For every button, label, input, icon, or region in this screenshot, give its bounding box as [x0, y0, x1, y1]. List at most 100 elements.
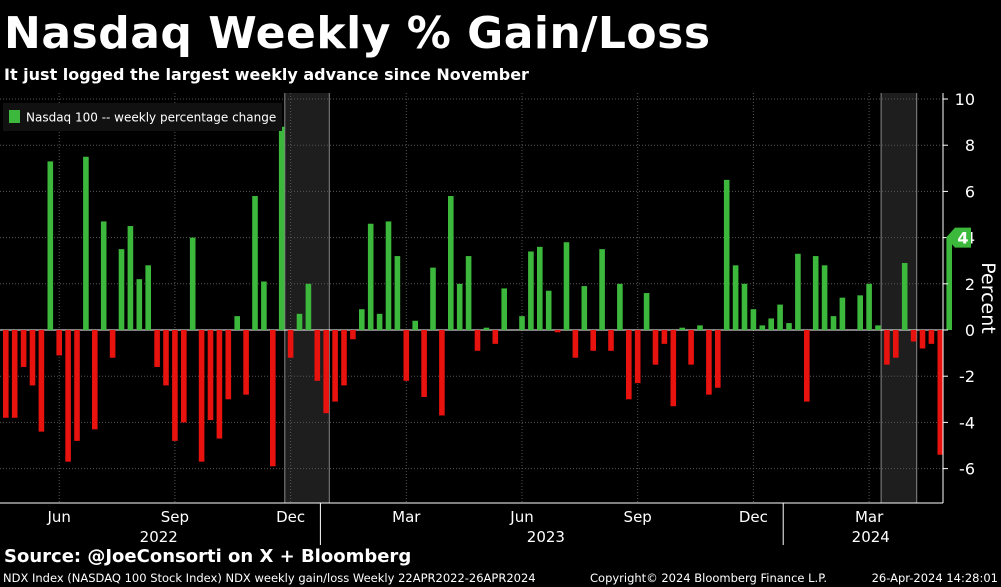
bar	[47, 161, 54, 330]
shaded-range	[881, 93, 917, 503]
bar	[492, 330, 499, 344]
bar	[198, 330, 205, 462]
bar	[83, 156, 89, 330]
bar	[901, 263, 908, 330]
bar	[261, 281, 267, 330]
bar	[599, 249, 605, 330]
y-axis: -6-4-202468104	[942, 90, 975, 503]
bar	[456, 283, 463, 330]
y-tick-label: 6	[965, 182, 975, 201]
bar	[750, 309, 757, 330]
bar	[501, 288, 507, 330]
bar	[154, 330, 160, 367]
bar	[163, 330, 169, 386]
page-subtitle: It just logged the largest weekly advanc…	[4, 65, 529, 84]
bar	[100, 221, 107, 330]
bar	[768, 318, 774, 330]
bar	[296, 313, 303, 330]
x-tick-label: Sep	[161, 508, 189, 526]
footer-copyright: Copyright© 2024 Bloomberg Finance L.P.	[590, 571, 827, 585]
bar	[270, 330, 276, 467]
bar	[234, 316, 240, 330]
bar	[3, 330, 9, 418]
bar	[688, 330, 694, 365]
y-tick-label: 8	[965, 136, 975, 155]
footer-timestamp: 26-Apr-2024 14:28:01	[871, 571, 998, 585]
bar	[252, 196, 258, 330]
weekly-change-chart: -6-4-202468104 JunSepDecMarJunSepDecMar2…	[0, 90, 999, 545]
bar	[741, 283, 748, 330]
bar	[643, 293, 650, 330]
bar	[590, 330, 596, 351]
bar	[554, 330, 561, 333]
bar	[216, 330, 223, 439]
bar	[928, 330, 935, 344]
bar	[545, 290, 552, 330]
y-tick-label: -2	[959, 367, 975, 386]
footer-description: NDX Index (NASDAQ 100 Stock Index) NDX w…	[3, 571, 536, 585]
bar	[189, 237, 196, 330]
bar	[626, 330, 632, 400]
bar	[341, 330, 347, 386]
last-value-marker	[946, 227, 971, 248]
bar	[581, 286, 588, 330]
x-tick-label: Dec	[739, 508, 768, 526]
bar	[732, 265, 739, 330]
x-year-label: 2024	[852, 528, 890, 545]
x-tick-label: Jun	[509, 508, 533, 526]
bar	[759, 325, 766, 330]
bar	[394, 256, 401, 330]
bar	[866, 283, 872, 330]
bar	[127, 226, 134, 330]
bar	[350, 330, 356, 340]
legend-swatch	[9, 110, 20, 123]
bar	[385, 221, 392, 330]
bar	[528, 251, 534, 330]
bar	[661, 330, 668, 344]
x-tick-label: Jun	[46, 508, 70, 526]
bar	[118, 249, 125, 330]
bar	[697, 325, 703, 330]
bar	[287, 330, 294, 358]
bar	[430, 267, 436, 330]
bar	[804, 330, 810, 402]
x-year-label: 2022	[140, 528, 178, 545]
bar	[715, 330, 721, 388]
bar	[172, 330, 178, 441]
bar	[706, 330, 712, 395]
bar	[109, 330, 116, 358]
bar	[652, 330, 659, 365]
source-note: Source: @JoeConsorti on X + Bloomberg	[4, 546, 412, 567]
bar	[483, 327, 490, 330]
bar	[359, 309, 365, 330]
bar	[563, 242, 570, 330]
bar	[278, 126, 285, 330]
y-tick-label: -4	[959, 413, 975, 432]
bar	[777, 304, 783, 330]
bar	[323, 330, 329, 414]
bar	[181, 330, 187, 423]
bar	[634, 330, 641, 384]
bar	[92, 330, 98, 430]
bar	[919, 330, 926, 349]
bar	[448, 196, 454, 330]
bar	[11, 330, 18, 418]
bar	[670, 330, 677, 407]
bar	[679, 327, 685, 330]
y-axis-title: Percent	[977, 262, 999, 334]
bar	[937, 330, 944, 455]
bar	[136, 279, 143, 330]
bar	[20, 330, 27, 367]
y-tick-label: 2	[965, 275, 975, 294]
y-tick-label: 10	[955, 90, 975, 109]
x-tick-label: Sep	[624, 508, 652, 526]
bar	[821, 265, 828, 330]
bar	[857, 295, 863, 330]
x-axis: Jun Sep Dec Mar Jun Sep Dec Mar 2022 2023 2024	[0, 502, 943, 545]
bar	[723, 179, 730, 330]
bar	[617, 283, 623, 330]
bar	[74, 330, 80, 441]
bar	[608, 330, 614, 351]
bar-series	[3, 126, 952, 467]
x-tick-label: Dec	[276, 508, 305, 526]
